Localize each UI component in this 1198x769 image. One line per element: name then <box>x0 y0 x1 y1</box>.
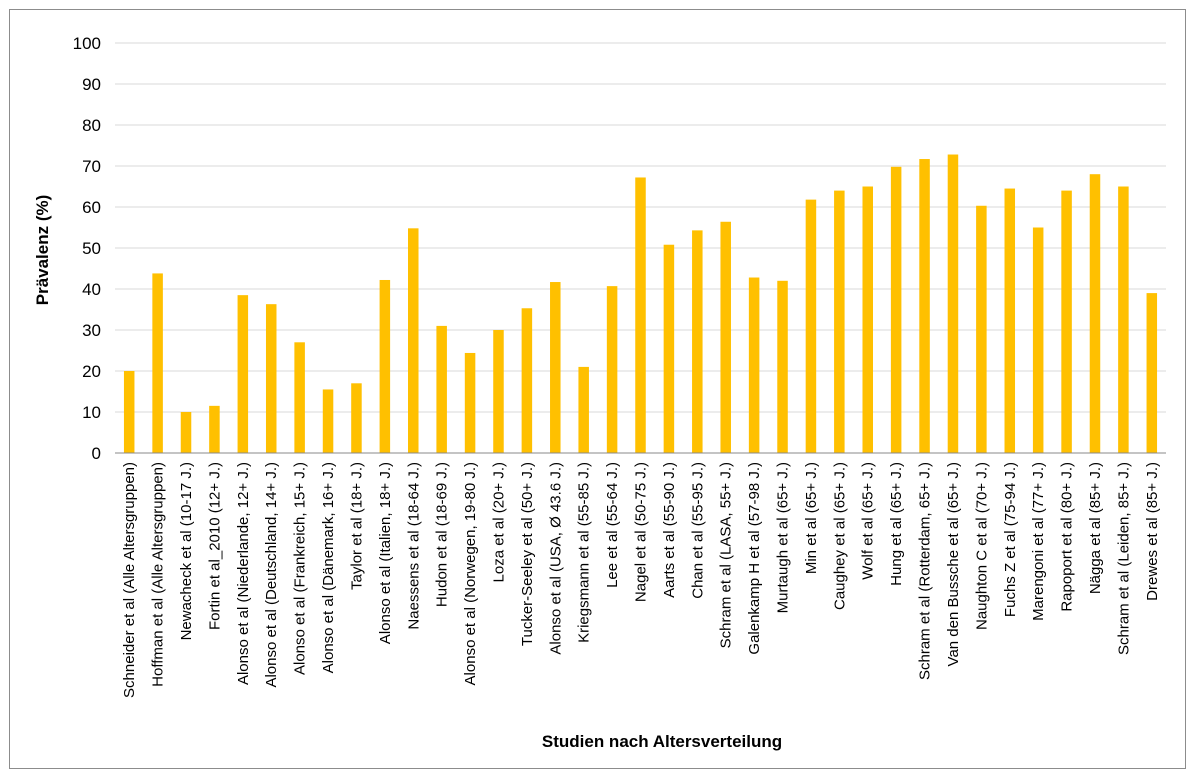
bar <box>180 412 192 453</box>
x-tick-label: Caughey et al (65+ J.) <box>831 462 848 610</box>
y-tick-label: 60 <box>82 198 101 217</box>
bar <box>550 282 561 453</box>
bar <box>1061 190 1072 453</box>
bar <box>265 304 277 453</box>
x-tick-label: Schram et al (LASA, 55+ J.) <box>718 462 735 648</box>
bar <box>805 199 817 453</box>
bar <box>663 244 675 453</box>
x-tick-label: Lee et al (55-64 J.) <box>604 462 621 588</box>
y-tick-label: 40 <box>82 280 101 299</box>
y-tick-label: 50 <box>82 239 101 258</box>
x-tick-label: Alonso et al (Italien, 18+ J.) <box>377 462 394 644</box>
y-tick-label: 100 <box>73 34 101 53</box>
x-tick-label: Aarts et al (55-90 J.) <box>661 462 678 598</box>
x-tick-label: Loza et al (20+ J.) <box>490 462 507 582</box>
bar <box>123 371 135 453</box>
bar <box>1118 186 1129 453</box>
x-tick-label: Alonso et al (Norwegen, 19-80 J.) <box>462 462 479 685</box>
bar <box>1146 293 1158 453</box>
bars <box>123 154 1158 454</box>
bar <box>1032 227 1044 453</box>
bar <box>777 280 788 453</box>
bar <box>379 279 391 453</box>
x-tick-label: Schram et al (Leiden, 85+ J.) <box>1115 462 1132 655</box>
x-axis-ticks: Schneider et al (Alle Altersgruppen) Hoff… <box>121 462 1161 698</box>
x-tick-label: Min et al (65+ J.) <box>803 462 820 574</box>
y-tick-label: 70 <box>82 157 101 176</box>
x-tick-label: Alonso et al (Deutschland, 14+ J.) <box>263 462 280 688</box>
x-tick-label: Alonso et al (USA, Ø 43.6 J.) <box>547 462 564 655</box>
x-tick-label: Alonso et al (Frankreich, 15+ J.) <box>292 462 309 675</box>
bar <box>748 277 760 453</box>
x-tick-label: Rapoport et al (80+ J.) <box>1059 462 1076 612</box>
x-tick-label: Alonso et al (Dänemark, 16+ J.) <box>320 462 337 673</box>
x-tick-label: Drewes et al (85+ J.) <box>1144 462 1161 601</box>
bar <box>1089 174 1101 453</box>
x-tick-label: Nagel et al (50-75 J.) <box>633 462 650 602</box>
bar <box>947 154 959 453</box>
bar <box>692 230 703 453</box>
bar <box>976 205 987 453</box>
x-tick-label: Fuchs Z et al (75-94 J.) <box>1002 462 1019 617</box>
bar <box>521 308 533 453</box>
x-tick-label: Tucker-Seeley et al (50+ J.) <box>519 462 536 646</box>
bar <box>493 330 504 453</box>
x-tick-label: Fortin et al_2010 (12+ J.) <box>206 462 223 630</box>
x-tick-label: Taylor et al (18+ J.) <box>348 462 365 590</box>
y-axis-ticks: 0 10 20 30 40 50 60 70 80 90 100 <box>73 34 101 463</box>
x-tick-label: Hoffman et al (Alle Altersgruppen) <box>150 462 167 687</box>
bar <box>294 342 305 453</box>
x-axis-title: Studien nach Altersverteilung <box>542 732 782 751</box>
x-tick-label: Murtaugh et al (65+ J.) <box>775 462 792 613</box>
x-tick-label: Kriegsmann et al (55-85 J.) <box>576 462 593 643</box>
y-tick-label: 30 <box>82 321 101 340</box>
bar <box>322 389 334 453</box>
x-tick-label: Schneider et al (Alle Altersgruppen) <box>121 462 138 698</box>
bar <box>606 286 618 453</box>
bar <box>635 177 646 454</box>
bar <box>209 405 220 453</box>
x-tick-label: Naessens et al (18-64 J.) <box>405 462 422 630</box>
bar <box>578 366 589 453</box>
x-tick-label: Schram et al (Rotterdam, 65+ J.) <box>917 462 934 680</box>
x-tick-label: Newacheck et al (10-17 J.) <box>178 462 195 640</box>
x-tick-label: Wolf et al (65+ J.) <box>860 462 877 580</box>
y-tick-label: 90 <box>82 75 101 94</box>
x-tick-label: Hudon et al (18-69 J.) <box>434 462 451 607</box>
bar <box>862 186 873 453</box>
bar <box>834 190 845 453</box>
x-tick-label: Van den Bussche et al (65+ J.) <box>945 462 962 666</box>
x-tick-label: Alonso et al (Niederlande, 12+ J.) <box>235 462 252 685</box>
y-tick-label: 10 <box>82 403 101 422</box>
bar <box>919 159 930 453</box>
x-tick-label: Nägga et al (85+ J.) <box>1087 462 1104 594</box>
x-tick-label: Marengoni et al (77+ J.) <box>1030 462 1047 621</box>
bar <box>464 352 476 453</box>
x-tick-label: Chan et al (55-95 J.) <box>689 462 706 599</box>
y-tick-label: 20 <box>82 362 101 381</box>
bar <box>237 295 249 453</box>
y-axis-title: Prävalenz (%) <box>33 195 52 306</box>
y-tick-label: 0 <box>92 444 101 463</box>
x-tick-label: Naughton C et al (70+ J.) <box>973 462 990 630</box>
x-tick-label: Galenkamp H et al (57-98 J.) <box>746 462 763 655</box>
bar <box>720 221 731 453</box>
y-tick-label: 80 <box>82 116 101 135</box>
x-tick-label: Hung et al (65+ J.) <box>888 462 905 586</box>
bar <box>152 273 163 453</box>
bar <box>436 325 447 453</box>
bar <box>890 166 902 453</box>
bar <box>351 383 362 453</box>
bar <box>1004 188 1016 454</box>
bar <box>408 228 419 453</box>
